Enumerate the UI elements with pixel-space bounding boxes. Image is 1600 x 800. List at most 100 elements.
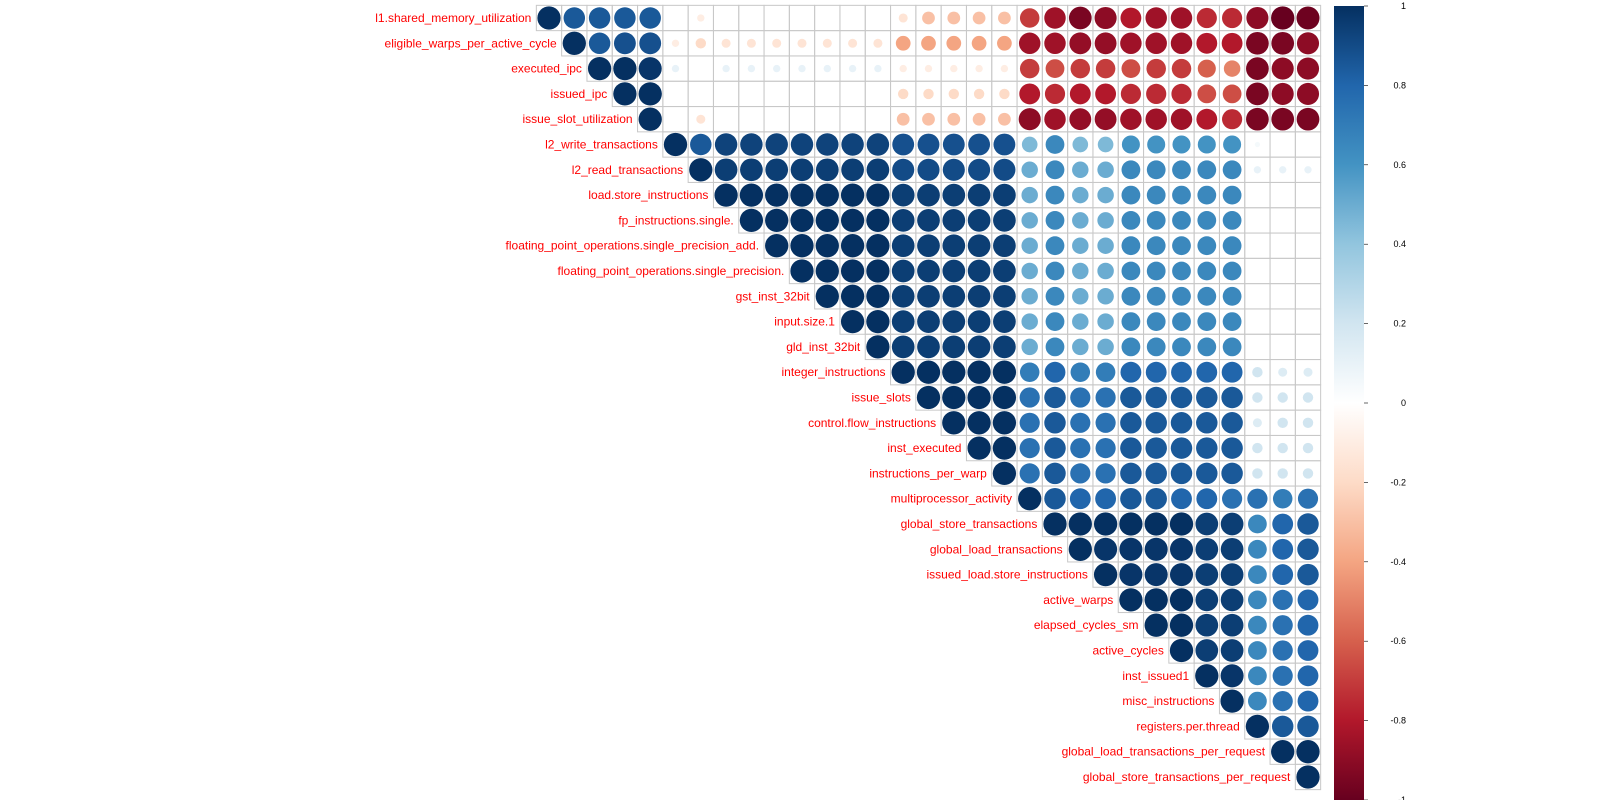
correlation-circle bbox=[866, 183, 890, 207]
correlation-circle bbox=[968, 158, 991, 181]
grid-cell bbox=[864, 80, 892, 108]
correlation-circle bbox=[562, 31, 586, 55]
correlation-circle bbox=[891, 284, 915, 308]
correlation-circle bbox=[1252, 418, 1262, 428]
correlation-circle bbox=[747, 64, 756, 73]
correlation-circle bbox=[1169, 588, 1194, 612]
correlation-circle bbox=[993, 234, 1016, 258]
correlation-circle bbox=[722, 64, 730, 73]
correlation-circle bbox=[1145, 386, 1167, 409]
correlation-circle bbox=[1146, 211, 1166, 230]
correlation-circle bbox=[840, 208, 865, 233]
colorbar-gradient bbox=[1334, 6, 1364, 800]
grid-cell bbox=[1269, 257, 1296, 285]
row-label: misc_instructions bbox=[1122, 694, 1214, 708]
correlation-circle bbox=[993, 183, 1016, 207]
correlation-circle bbox=[1145, 487, 1167, 510]
row-label: registers.per.thread bbox=[1136, 719, 1239, 733]
correlation-circle bbox=[1253, 166, 1262, 174]
correlation-circle bbox=[917, 284, 940, 308]
row-label: issued_ipc bbox=[551, 87, 608, 101]
correlation-circle bbox=[614, 7, 636, 29]
correlation-circle bbox=[916, 385, 941, 410]
correlation-circle bbox=[1019, 58, 1040, 79]
correlation-circle bbox=[1146, 312, 1166, 331]
correlation-circle bbox=[1296, 57, 1320, 80]
correlation-circle bbox=[1070, 58, 1091, 79]
correlation-circles bbox=[537, 6, 1320, 789]
correlation-circle bbox=[1045, 312, 1065, 331]
grid-cell bbox=[1294, 333, 1322, 361]
correlation-circle bbox=[992, 461, 1017, 486]
correlation-circle bbox=[1095, 488, 1117, 510]
correlation-circle bbox=[1221, 32, 1243, 54]
grid-cell bbox=[1269, 232, 1296, 259]
correlation-circle bbox=[1272, 538, 1294, 560]
correlation-circle bbox=[1170, 32, 1193, 55]
correlation-circle bbox=[917, 259, 940, 283]
row-label: integer_instructions bbox=[781, 365, 885, 379]
correlation-circle bbox=[1195, 588, 1219, 612]
correlation-circle bbox=[891, 209, 915, 232]
correlation-circle bbox=[1196, 108, 1218, 130]
correlation-circle bbox=[1119, 512, 1143, 536]
correlation-circle bbox=[798, 64, 806, 73]
colorbar-tick-label: 0 bbox=[1401, 398, 1406, 408]
grid-cell bbox=[687, 80, 714, 108]
grid-cell bbox=[1244, 232, 1271, 259]
correlation-circle bbox=[1121, 211, 1141, 230]
correlation-circle bbox=[972, 11, 986, 25]
correlation-circle bbox=[1044, 83, 1066, 104]
correlation-circle bbox=[822, 38, 832, 48]
correlation-circle bbox=[1146, 236, 1166, 256]
grid-cell bbox=[763, 4, 790, 32]
correlation-circle bbox=[1146, 337, 1166, 357]
row-label: inst_executed bbox=[887, 441, 961, 455]
correlation-circle bbox=[1145, 32, 1167, 55]
row-label: active_warps bbox=[1043, 593, 1113, 607]
correlation-circle bbox=[1120, 83, 1141, 104]
correlation-circle bbox=[993, 209, 1016, 232]
row-label: floating_point_operations.single_precisi… bbox=[506, 239, 760, 253]
correlation-circle bbox=[1019, 463, 1040, 484]
correlation-circle bbox=[663, 132, 688, 157]
correlation-circle bbox=[765, 234, 789, 258]
correlation-circle bbox=[671, 39, 680, 47]
grid-cell bbox=[1269, 333, 1296, 361]
correlation-circle bbox=[1072, 237, 1089, 254]
correlation-circle bbox=[1223, 135, 1242, 154]
correlation-circle bbox=[790, 158, 814, 182]
correlation-circle bbox=[866, 133, 890, 156]
correlation-circle bbox=[967, 310, 991, 333]
correlation-circle bbox=[1021, 313, 1038, 330]
correlation-circle bbox=[765, 183, 789, 207]
correlation-circle bbox=[1145, 412, 1167, 434]
correlation-circle bbox=[740, 133, 763, 156]
correlation-circle bbox=[1045, 337, 1065, 357]
correlation-circle bbox=[1097, 313, 1114, 330]
correlation-circle bbox=[891, 310, 915, 333]
correlation-circle bbox=[815, 183, 839, 207]
correlation-circle bbox=[1045, 286, 1065, 306]
correlation-circle bbox=[1302, 392, 1314, 403]
row-label: issue_slot_utilization bbox=[522, 112, 632, 126]
grid-cell bbox=[1294, 232, 1322, 259]
correlation-circle bbox=[1070, 387, 1091, 408]
correlation-circle bbox=[1297, 614, 1319, 636]
correlation-circle bbox=[1221, 412, 1243, 434]
row-label: l2_write_transactions bbox=[545, 138, 658, 152]
correlation-circle bbox=[891, 360, 915, 384]
correlation-circle bbox=[848, 38, 858, 48]
correlation-circle bbox=[1172, 211, 1191, 230]
correlation-circle bbox=[765, 133, 788, 156]
correlation-circle bbox=[1070, 463, 1091, 484]
grid-cell bbox=[738, 80, 765, 108]
correlation-circle bbox=[765, 208, 789, 233]
grid-cell bbox=[1244, 181, 1271, 209]
correlation-circle bbox=[1296, 6, 1320, 30]
correlation-circle bbox=[1222, 84, 1242, 104]
correlation-circle bbox=[1094, 32, 1117, 55]
colorbar-tick-label: -0.4 bbox=[1390, 557, 1406, 567]
correlation-circle bbox=[967, 209, 991, 232]
grid-cell bbox=[839, 4, 866, 32]
